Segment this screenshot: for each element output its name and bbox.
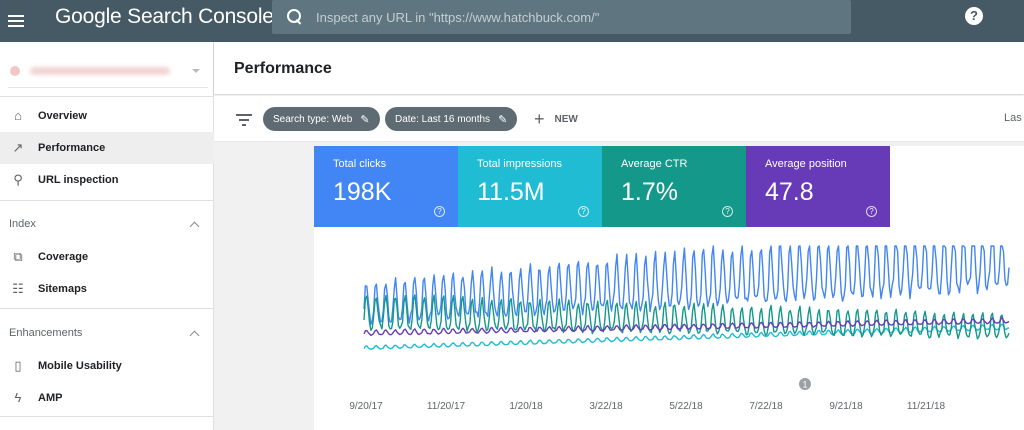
performance-line-chart: 9/20/17 11/20/17 1/20/18 3/22/18 5/22/18 7/22… (349, 245, 1010, 412)
chip-label: Search type: Web (273, 113, 353, 125)
x-tick-label: 5/22/18 (669, 401, 703, 412)
bolt-icon: ϟ (14, 390, 22, 405)
sidebar-item-amp[interactable]: ϟ AMP (0, 382, 214, 414)
sidebar-item-label: Sitemaps (38, 283, 87, 295)
brand-logo[interactable]: Google Search Console (55, 5, 274, 28)
sidebar-divider (0, 96, 214, 97)
metric-value: 1.7% (621, 178, 678, 206)
sidebar-item-label: Mobile Usability (38, 360, 122, 372)
metric-value: 47.8 (765, 178, 814, 206)
page-header: Performance (214, 42, 1024, 94)
section-label: Enhancements (9, 327, 83, 339)
sidebar: ⌂ Overview ↗ Performance ⚲ URL inspectio… (0, 42, 214, 430)
search-type-chip[interactable]: Search type: Web ✎ (263, 107, 380, 131)
url-inspect-input[interactable] (316, 3, 836, 31)
sidebar-item-label: AMP (38, 392, 63, 404)
help-icon[interactable]: ? (866, 206, 877, 217)
trending-up-icon: ↗ (12, 140, 24, 155)
smartphone-icon: ▯ (14, 358, 22, 373)
home-icon: ⌂ (14, 108, 22, 123)
plus-icon: + (534, 109, 545, 129)
metric-label: Total clicks (333, 158, 387, 170)
chevron-down-icon (192, 68, 200, 73)
filter-icon[interactable] (236, 114, 252, 126)
sitemap-icon: ☷ (12, 281, 24, 296)
metric-label: Average position (765, 158, 847, 170)
sidebar-item-label: Overview (38, 110, 87, 122)
sidebar-item-mobile-usability[interactable]: ▯ Mobile Usability (0, 350, 214, 382)
chart-annotation-marker[interactable]: 1 (799, 378, 811, 390)
x-tick-label: 9/20/17 (349, 401, 383, 412)
chevron-up-icon[interactable] (189, 221, 200, 231)
property-name-redacted (30, 66, 170, 75)
series-line-total-clicks (363, 245, 1010, 325)
edit-icon: ✎ (498, 113, 508, 126)
top-app-bar: Google Search Console ? (0, 0, 1024, 42)
date-chip[interactable]: Date: Last 16 months ✎ (385, 107, 518, 131)
x-tick-label: 11/21/18 (907, 401, 946, 412)
help-icon[interactable]: ? (578, 206, 589, 217)
x-tick-label: 1/20/18 (509, 401, 543, 412)
last-updated-label: Las (1004, 112, 1022, 124)
edit-icon: ✎ (360, 113, 370, 126)
menu-icon[interactable] (8, 6, 30, 36)
x-tick-label: 7/22/18 (749, 401, 783, 412)
property-selector[interactable] (8, 54, 208, 88)
filter-bar: Search type: Web ✎ Date: Last 16 months … (214, 96, 1024, 142)
sidebar-item-sitemaps[interactable]: ☷ Sitemaps (0, 273, 214, 305)
new-filter-button[interactable]: + NEW (534, 110, 578, 128)
metric-value: 198K (333, 178, 392, 206)
help-icon[interactable]: ? (722, 206, 733, 217)
search-icon: ⚲ (13, 172, 23, 187)
metric-label: Average CTR (621, 158, 688, 170)
property-favicon (10, 65, 20, 76)
performance-report-card: Total clicks 198K ? Total impressions 11… (314, 146, 1024, 430)
sidebar-item-url-inspection[interactable]: ⚲ URL inspection (0, 164, 214, 196)
section-enhancements-header[interactable]: Enhancements (0, 318, 214, 348)
section-label: Index (9, 218, 36, 230)
help-icon[interactable]: ? (434, 206, 445, 217)
chip-label: Date: Last 16 months (395, 113, 491, 125)
url-inspect-bar[interactable] (272, 0, 851, 34)
sidebar-divider (0, 308, 214, 309)
metric-total-impressions[interactable]: Total impressions 11.5M ? (458, 146, 602, 227)
annotation-label: 1 (802, 380, 807, 390)
sidebar-item-label: URL inspection (38, 174, 119, 186)
chevron-up-icon[interactable] (189, 330, 200, 340)
series-line-average-ctr (363, 294, 1010, 340)
sidebar-divider (0, 200, 214, 201)
coverage-icon: ⧉ (13, 249, 23, 264)
section-index-header[interactable]: Index (0, 209, 214, 239)
series-line-average-position (363, 317, 1010, 337)
new-filter-label: NEW (554, 113, 578, 125)
x-tick-label: 3/22/18 (589, 401, 623, 412)
search-icon (284, 6, 306, 28)
help-icon[interactable]: ? (965, 7, 983, 25)
metric-total-clicks[interactable]: Total clicks 198K ? (314, 146, 458, 227)
x-tick-label: 11/20/17 (427, 401, 466, 412)
page-title: Performance (234, 60, 332, 77)
metric-average-ctr[interactable]: Average CTR 1.7% ? (602, 146, 746, 227)
sidebar-item-coverage[interactable]: ⧉ Coverage (0, 241, 214, 273)
metric-value: 11.5M (477, 178, 545, 206)
sidebar-item-label: Performance (38, 142, 106, 154)
sidebar-item-overview[interactable]: ⌂ Overview (0, 100, 214, 132)
x-tick-label: 9/21/18 (829, 401, 863, 412)
sidebar-item-label: Coverage (38, 251, 89, 263)
metric-average-position[interactable]: Average position 47.8 ? (746, 146, 890, 227)
metric-label: Total impressions (477, 158, 562, 170)
sidebar-divider (0, 416, 214, 417)
sidebar-item-performance[interactable]: ↗ Performance (0, 132, 214, 164)
